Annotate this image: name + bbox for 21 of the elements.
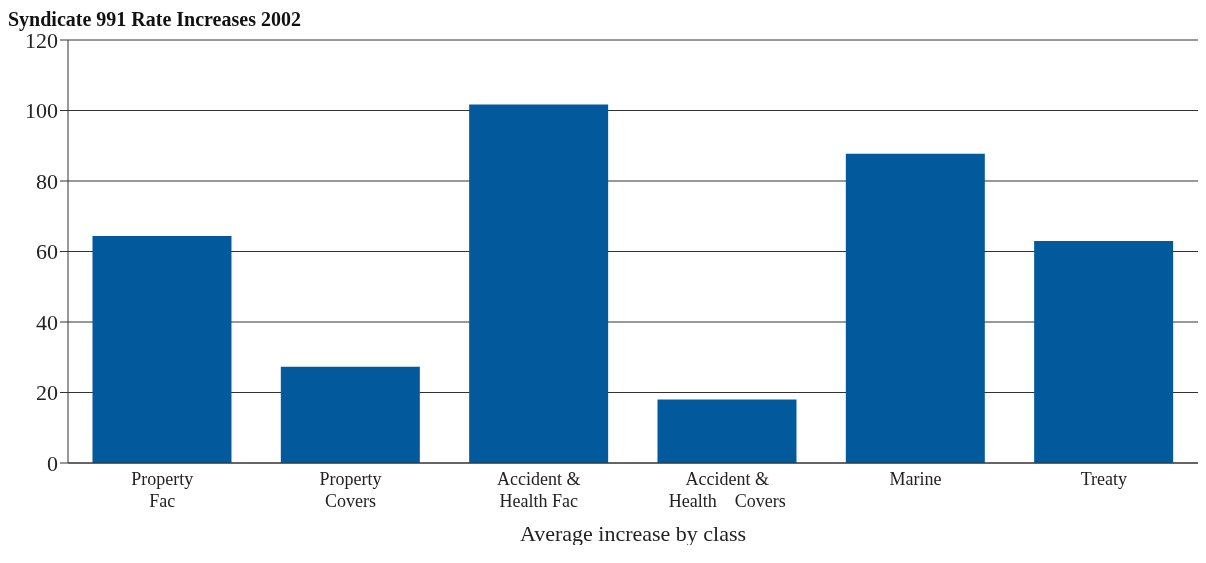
bar <box>280 366 420 463</box>
y-tick-label: 0 <box>47 450 58 476</box>
x-tick-label: Accident & Health Fac <box>497 469 581 511</box>
bar <box>469 104 609 463</box>
y-tick-label: 40 <box>36 309 58 335</box>
x-tick-label: Marine <box>889 469 942 489</box>
y-tick-label: 60 <box>36 239 58 265</box>
x-tick-label: Property Covers <box>319 469 382 511</box>
x-tick-label: Accident & Health Covers <box>668 469 786 511</box>
y-tick-label: 80 <box>36 168 58 194</box>
y-tick-label: 100 <box>25 98 58 124</box>
x-axis-title: Average increase by class <box>519 521 747 546</box>
y-tick-label: 120 <box>25 27 58 53</box>
bar <box>92 235 232 463</box>
bar <box>657 399 797 463</box>
chart-title: Syndicate 991 Rate Increases 2002 <box>8 8 302 30</box>
x-tick-label: Treaty <box>1080 469 1128 489</box>
bar <box>1034 240 1174 463</box>
bar <box>845 153 985 463</box>
x-tick-label: Property Fac <box>131 469 194 511</box>
y-tick-label: 20 <box>36 380 58 406</box>
